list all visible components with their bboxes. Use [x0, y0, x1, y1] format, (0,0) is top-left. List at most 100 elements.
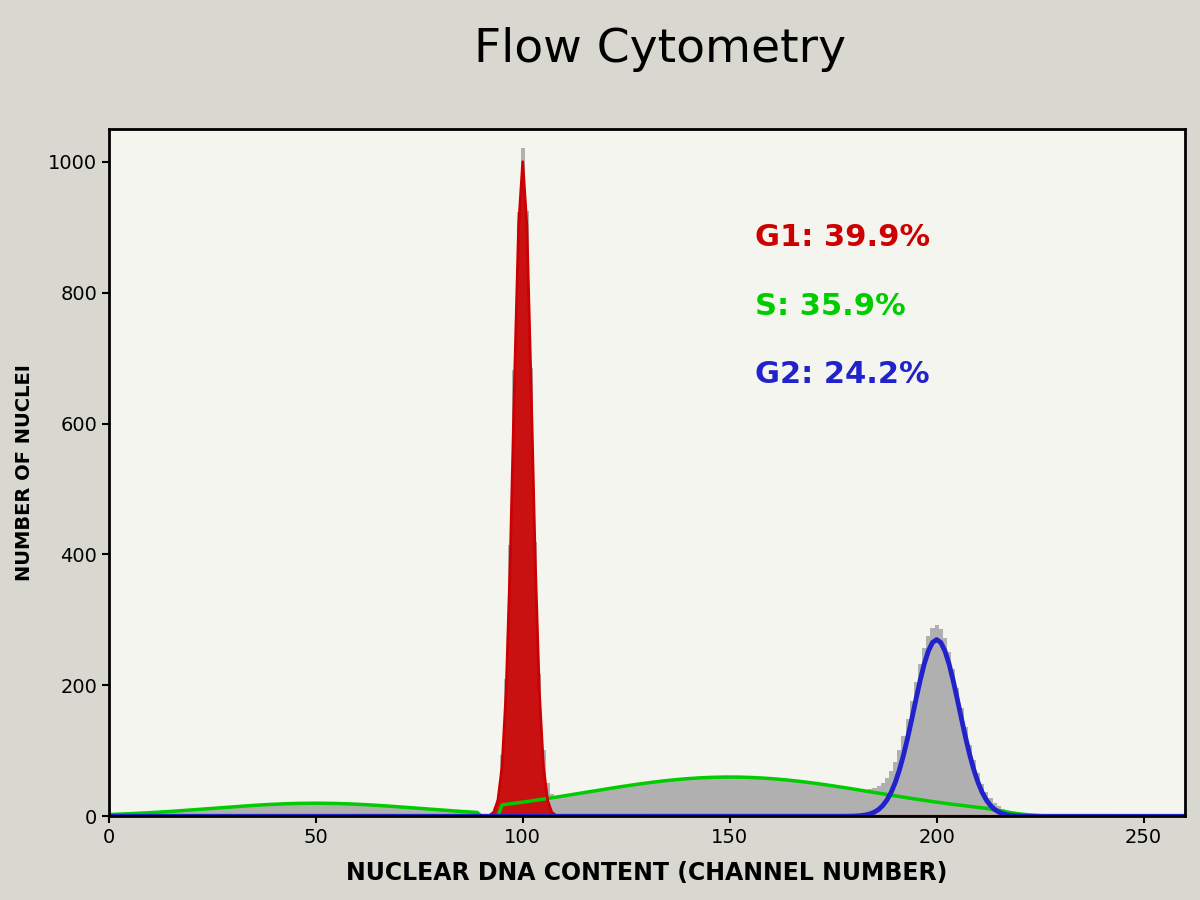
Bar: [670, 780, 674, 816]
Bar: [384, 806, 389, 816]
Bar: [592, 791, 595, 816]
Text: G1: 39.9%: G1: 39.9%: [755, 223, 930, 252]
Bar: [256, 806, 260, 816]
Bar: [980, 784, 984, 816]
Bar: [847, 788, 852, 816]
Bar: [516, 212, 521, 816]
Bar: [389, 806, 392, 816]
Bar: [749, 778, 752, 816]
Bar: [144, 813, 148, 816]
Bar: [421, 809, 426, 816]
Bar: [107, 814, 110, 816]
Bar: [338, 804, 343, 816]
Bar: [264, 805, 268, 816]
Bar: [744, 778, 749, 816]
Bar: [227, 807, 230, 816]
Bar: [889, 771, 893, 816]
Bar: [872, 788, 877, 816]
Bar: [964, 727, 967, 816]
Bar: [181, 811, 185, 816]
Bar: [678, 779, 682, 816]
Bar: [252, 806, 256, 816]
Bar: [877, 787, 881, 816]
Bar: [343, 804, 347, 816]
Bar: [914, 682, 918, 816]
Bar: [202, 809, 206, 816]
Bar: [906, 719, 910, 816]
Bar: [786, 780, 790, 816]
Bar: [1030, 815, 1034, 816]
Bar: [599, 790, 604, 816]
Bar: [442, 810, 446, 816]
Bar: [364, 805, 367, 816]
Bar: [430, 809, 433, 816]
Bar: [761, 778, 764, 816]
Bar: [380, 806, 384, 816]
Bar: [918, 664, 922, 816]
Bar: [727, 777, 732, 816]
Bar: [583, 793, 587, 816]
Bar: [570, 795, 575, 816]
Bar: [284, 804, 289, 816]
Bar: [529, 368, 533, 816]
Bar: [446, 811, 450, 816]
Bar: [989, 798, 992, 816]
Bar: [769, 778, 773, 816]
Bar: [773, 778, 778, 816]
Bar: [740, 778, 744, 816]
Bar: [509, 545, 512, 816]
Bar: [661, 781, 666, 816]
Bar: [260, 805, 264, 816]
Bar: [458, 812, 463, 816]
Bar: [632, 785, 636, 816]
Bar: [272, 805, 276, 816]
Bar: [967, 745, 972, 816]
Bar: [703, 778, 707, 816]
Bar: [898, 751, 901, 816]
Bar: [455, 811, 458, 816]
Bar: [492, 812, 496, 816]
Bar: [938, 629, 943, 816]
Bar: [223, 807, 227, 816]
Text: Flow Cytometry: Flow Cytometry: [474, 27, 846, 72]
Bar: [952, 669, 955, 816]
Bar: [832, 786, 835, 816]
Bar: [538, 674, 541, 816]
Bar: [318, 803, 322, 816]
Bar: [322, 804, 326, 816]
Bar: [790, 780, 794, 816]
Bar: [802, 782, 806, 816]
Bar: [136, 814, 140, 816]
Bar: [864, 789, 869, 816]
Text: S: 35.9%: S: 35.9%: [755, 292, 905, 320]
Bar: [736, 777, 740, 816]
Bar: [976, 773, 980, 816]
Bar: [1009, 812, 1013, 816]
Bar: [682, 778, 686, 816]
Bar: [347, 804, 350, 816]
Bar: [533, 542, 538, 816]
Bar: [712, 778, 715, 816]
Bar: [512, 370, 516, 816]
Bar: [367, 805, 372, 816]
Bar: [992, 803, 997, 816]
Bar: [719, 777, 724, 816]
Bar: [698, 778, 703, 816]
Bar: [169, 812, 173, 816]
Bar: [881, 783, 884, 816]
Bar: [910, 701, 914, 816]
Bar: [806, 782, 810, 816]
Bar: [612, 788, 616, 816]
Bar: [1021, 814, 1026, 816]
Bar: [810, 783, 815, 816]
Bar: [330, 804, 335, 816]
Bar: [132, 814, 136, 816]
Bar: [504, 679, 509, 816]
Bar: [475, 813, 479, 816]
Bar: [1026, 814, 1030, 816]
Bar: [306, 804, 310, 816]
Bar: [930, 627, 935, 816]
Bar: [636, 784, 641, 816]
Bar: [115, 814, 119, 816]
Bar: [335, 804, 338, 816]
